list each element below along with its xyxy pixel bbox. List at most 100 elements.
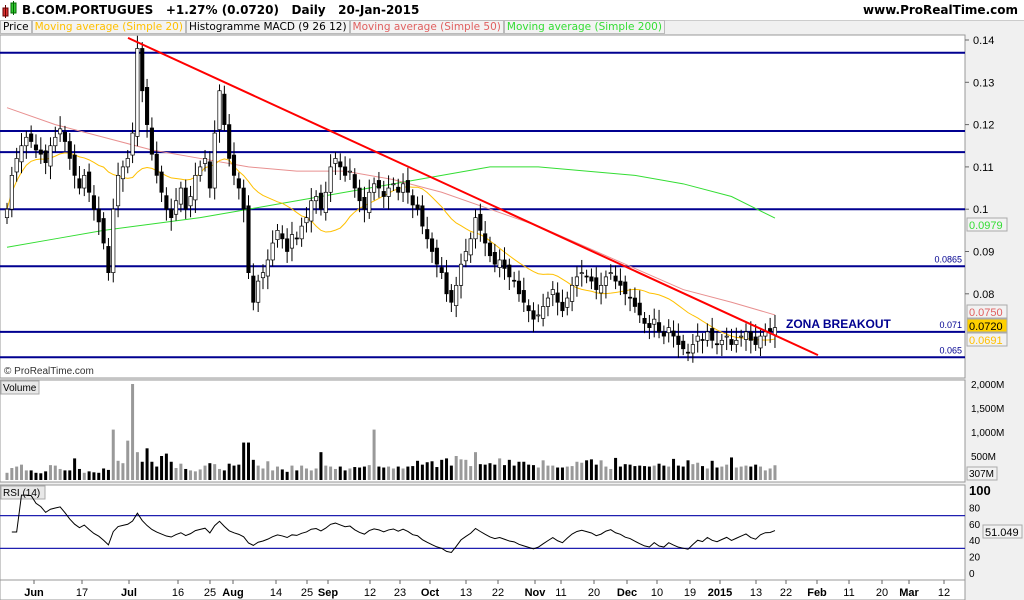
volume-bar xyxy=(720,466,724,480)
legend-item[interactable]: Price xyxy=(0,20,32,34)
volume-bar xyxy=(493,464,497,480)
candle-body xyxy=(125,158,130,168)
x-tick-label: 12 xyxy=(938,587,950,599)
candle-body xyxy=(690,344,695,354)
volume-bar xyxy=(261,468,265,480)
candle-body xyxy=(140,48,145,92)
candle-body xyxy=(14,158,19,173)
candle-body xyxy=(38,149,43,155)
volume-bar xyxy=(309,470,313,480)
candle-body xyxy=(294,237,299,240)
volume-bar xyxy=(623,464,627,480)
x-tick-label: Feb xyxy=(807,587,827,599)
candle-body xyxy=(570,284,575,302)
legend-item[interactable]: Moving average (Simple 20) xyxy=(31,20,186,34)
candle-body xyxy=(768,328,773,332)
candle-body xyxy=(463,251,468,262)
volume-bar xyxy=(319,452,323,480)
candle-body xyxy=(743,331,749,340)
volume-bar xyxy=(387,466,391,480)
candle-body xyxy=(193,175,198,201)
candle-body xyxy=(96,208,101,223)
candle-body xyxy=(574,276,579,286)
volume-bar xyxy=(599,460,603,480)
volume-bar xyxy=(667,466,671,480)
volume-bar xyxy=(502,465,506,480)
candle-body xyxy=(19,145,24,163)
volume-bar xyxy=(271,470,275,480)
volume-bar xyxy=(304,468,308,480)
volume-bar xyxy=(734,467,738,480)
volume-bar xyxy=(324,465,328,480)
candle-body xyxy=(241,187,246,210)
volume-bar xyxy=(469,466,473,480)
volume-bar xyxy=(768,468,772,480)
period: Daily xyxy=(291,3,326,17)
candle-body xyxy=(106,246,111,273)
candle-body xyxy=(149,127,154,155)
x-tick-label: 23 xyxy=(394,587,406,599)
volume-bar xyxy=(5,472,9,480)
volume-bar xyxy=(536,467,540,480)
candle-body xyxy=(661,331,666,337)
legend-item[interactable]: Histogramme MACD (9 26 12) xyxy=(185,20,350,34)
volume-bar xyxy=(628,464,632,480)
volume-bar xyxy=(92,472,96,480)
candle-body xyxy=(154,153,159,176)
candle-body xyxy=(217,90,222,131)
candle-body xyxy=(516,280,522,295)
chart-header: B.COM.PORTUGUES +1.27% (0.0720) Daily 20… xyxy=(0,0,1024,21)
candle-body xyxy=(444,272,449,295)
legend-item[interactable]: Moving average (Simple 200) xyxy=(503,20,665,34)
candle-body xyxy=(236,178,241,189)
y-tick-label: 0.08 xyxy=(973,289,994,301)
candle-body xyxy=(555,292,560,303)
candle-body xyxy=(454,284,459,306)
candle-body xyxy=(231,154,237,176)
volume-bar xyxy=(585,460,589,480)
candle-body xyxy=(58,128,63,135)
candle-body xyxy=(318,192,324,210)
x-tick-label: Jun xyxy=(24,587,44,599)
volume-bar xyxy=(189,470,193,480)
volume-bar xyxy=(672,458,676,480)
candle-body xyxy=(748,331,753,341)
candle-body xyxy=(87,171,92,193)
volume-bar xyxy=(744,465,748,480)
volume-bar xyxy=(227,463,231,480)
candle-body xyxy=(656,322,662,333)
volume-bar xyxy=(73,458,77,480)
volume-panel xyxy=(0,379,966,483)
legend-item[interactable]: Moving average (Simple 50) xyxy=(349,20,504,34)
candle-body xyxy=(603,276,608,286)
volume-bar xyxy=(512,465,516,480)
volume-bar xyxy=(696,462,700,480)
candle-body xyxy=(24,136,29,147)
volume-bar xyxy=(527,464,531,480)
volume-bar xyxy=(218,468,222,480)
volume-bar xyxy=(483,464,487,480)
candle-body xyxy=(671,330,676,337)
volume-bar xyxy=(449,465,453,480)
volume-bar xyxy=(691,464,695,480)
x-tick-label: 10 xyxy=(651,587,663,599)
site-link[interactable]: www.ProRealTime.com xyxy=(863,3,1018,17)
last-value-box xyxy=(966,304,1008,319)
candle-body xyxy=(420,205,425,227)
candle-body xyxy=(72,154,77,176)
candle-body xyxy=(714,343,720,346)
volume-bar xyxy=(705,468,709,480)
volume-bar xyxy=(77,468,81,480)
candle-body xyxy=(77,178,82,189)
candle-body xyxy=(652,318,657,325)
candle-body xyxy=(299,225,304,240)
candle-body xyxy=(497,259,502,268)
volume-bar xyxy=(478,464,482,480)
volume-bar xyxy=(87,471,91,480)
volume-bar xyxy=(474,452,478,480)
volume-bar xyxy=(377,466,381,480)
volume-bar xyxy=(97,472,101,480)
candlestick-logo-icon xyxy=(2,1,17,18)
volume-bar xyxy=(396,466,400,480)
